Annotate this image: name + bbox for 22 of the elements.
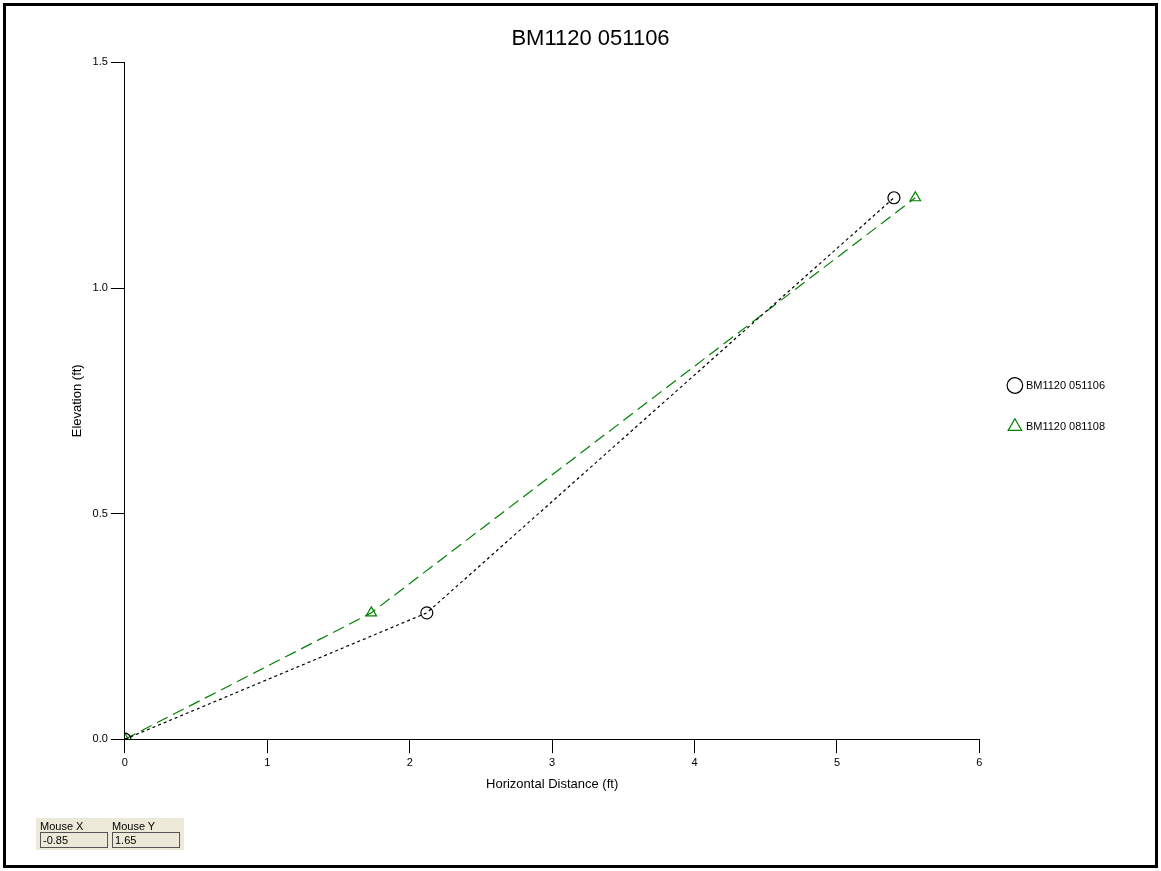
y-axis-title: Elevation (ft) (69, 364, 85, 438)
text: Mouse X (40, 820, 85, 832)
chart-title: BM1120 051106 (511, 25, 670, 51)
legend-label: BM1120 051106 (1025, 378, 1106, 391)
legend-label: BM1120 081108 (1025, 419, 1106, 432)
point (365, 606, 378, 617)
y-tick-label: 1.0 (92, 281, 108, 294)
x-tick-label: 5 (833, 755, 841, 768)
x-tick-label: 3 (549, 755, 556, 768)
x-tick-label: 0 (121, 755, 128, 768)
y-tick-label: 0.5 (92, 506, 108, 519)
text: 1.65 (112, 832, 180, 848)
text: -0.85 (40, 832, 108, 848)
y-tick-label: 0.0 (92, 732, 108, 745)
y-tick-label: 1.5 (92, 55, 108, 68)
x-tick-label: 1 (264, 755, 271, 768)
x-tick-label: 4 (691, 755, 698, 768)
x-tick-label: 2 (406, 755, 413, 768)
point (909, 191, 922, 202)
x-axis-title: Horizontal Distance (ft) (486, 775, 619, 791)
text: Mouse Y (112, 820, 157, 832)
x-tick-label: 6 (976, 755, 983, 768)
